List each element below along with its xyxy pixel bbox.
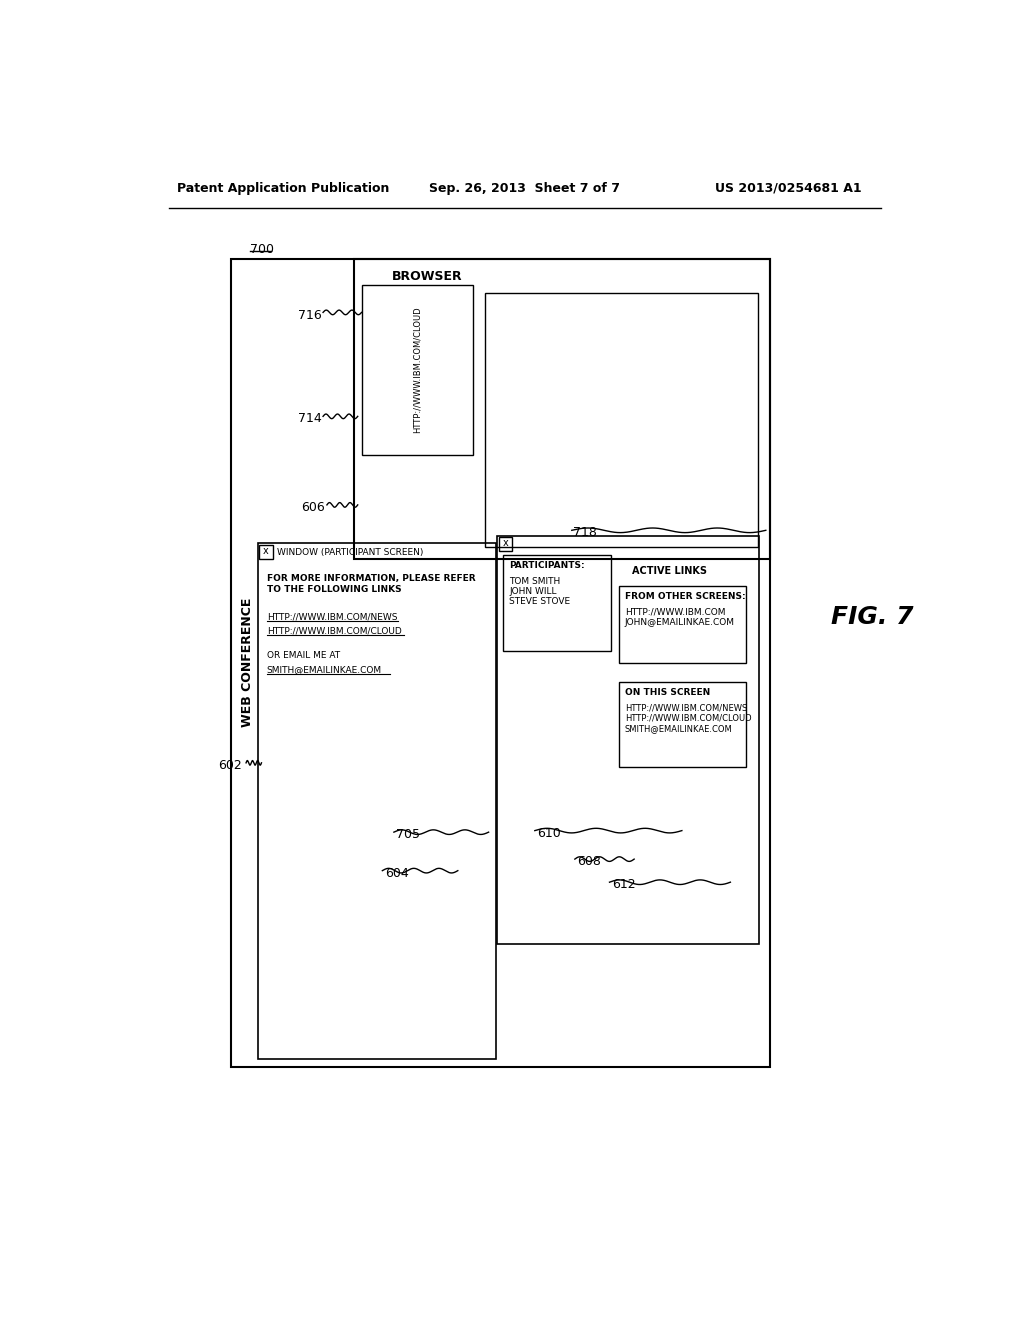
Text: HTTP://WWW.IBM.COM/NEWS
HTTP://WWW.IBM.COM/CLOUD
SMITH@EMAILINKAE.COM: HTTP://WWW.IBM.COM/NEWS HTTP://WWW.IBM.C…	[625, 704, 752, 734]
Bar	[230, 259, 770, 1067]
Text: 602: 602	[218, 759, 243, 772]
Text: HTTP://WWW.IBM.COM/CLOUD: HTTP://WWW.IBM.COM/CLOUD	[413, 306, 422, 433]
Bar	[499, 537, 512, 552]
Text: PARTICIPANTS:: PARTICIPANTS:	[509, 561, 585, 570]
Text: 610: 610	[538, 826, 561, 840]
Bar	[484, 293, 758, 548]
Text: 606: 606	[302, 502, 326, 513]
Bar	[618, 586, 745, 663]
Text: Patent Application Publication: Patent Application Publication	[177, 182, 389, 194]
Text: OR EMAIL ME AT: OR EMAIL ME AT	[267, 651, 340, 660]
Text: 608: 608	[578, 855, 601, 869]
Text: 718: 718	[573, 527, 597, 540]
Text: HTTP://WWW.IBM.COM/CLOUD: HTTP://WWW.IBM.COM/CLOUD	[267, 627, 401, 635]
Text: 700: 700	[250, 243, 273, 256]
Text: US 2013/0254681 A1: US 2013/0254681 A1	[716, 182, 862, 194]
Text: HTTP://WWW.IBM.COM
JOHN@EMAILINKAE.COM: HTTP://WWW.IBM.COM JOHN@EMAILINKAE.COM	[625, 607, 735, 627]
Text: SMITH@EMAILINKAE.COM: SMITH@EMAILINKAE.COM	[267, 665, 382, 675]
Text: 612: 612	[611, 878, 636, 891]
Bar	[618, 682, 745, 767]
Text: ACTIVE LINKS: ACTIVE LINKS	[632, 566, 707, 577]
Text: x: x	[503, 539, 509, 548]
Bar	[361, 285, 473, 455]
Bar	[497, 536, 759, 944]
Text: TOM SMITH
JOHN WILL
STEVE STOVE: TOM SMITH JOHN WILL STEVE STOVE	[509, 577, 570, 606]
Text: x: x	[263, 545, 269, 556]
Text: BROWSER: BROWSER	[392, 271, 463, 282]
Text: WINDOW (PARTICIPANT SCREEN): WINDOW (PARTICIPANT SCREEN)	[276, 548, 423, 557]
Bar	[354, 259, 770, 558]
Text: FOR MORE INFORMATION, PLEASE REFER
TO THE FOLLOWING LINKS: FOR MORE INFORMATION, PLEASE REFER TO TH…	[267, 574, 475, 594]
Bar	[503, 554, 611, 651]
Text: Sep. 26, 2013  Sheet 7 of 7: Sep. 26, 2013 Sheet 7 of 7	[429, 182, 621, 194]
Text: HTTP://WWW.IBM.COM/NEWS: HTTP://WWW.IBM.COM/NEWS	[267, 612, 397, 622]
Text: 714: 714	[298, 412, 322, 425]
Text: 716: 716	[298, 309, 322, 322]
Text: WEB CONFERENCE: WEB CONFERENCE	[241, 598, 254, 727]
Text: 705: 705	[396, 829, 420, 841]
Bar	[259, 545, 273, 558]
Text: FIG. 7: FIG. 7	[831, 605, 913, 630]
Text: FROM OTHER SCREENS:: FROM OTHER SCREENS:	[625, 591, 745, 601]
Text: ON THIS SCREEN: ON THIS SCREEN	[625, 688, 711, 697]
Text: 604: 604	[385, 867, 409, 880]
Bar	[258, 544, 497, 1059]
